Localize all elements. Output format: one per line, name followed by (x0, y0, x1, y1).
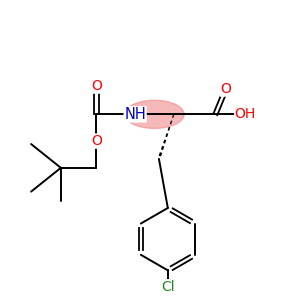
Text: Cl: Cl (161, 280, 175, 294)
Text: NH: NH (124, 107, 146, 122)
Text: O: O (220, 82, 231, 96)
Text: O: O (91, 134, 102, 148)
Text: OH: OH (235, 107, 256, 121)
Ellipse shape (125, 100, 184, 128)
Text: O: O (91, 79, 102, 93)
